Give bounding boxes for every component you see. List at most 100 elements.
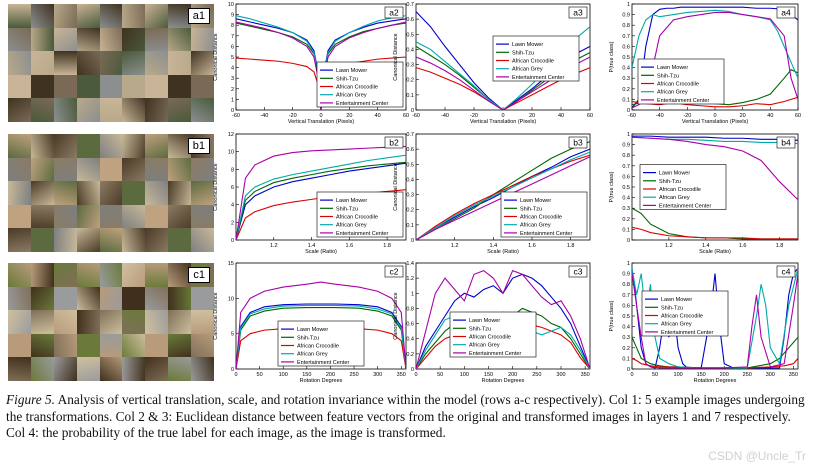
y-tick-label: 0.9 [622,13,630,19]
series-line-african-grey [416,151,590,240]
thumbnail [168,181,192,206]
thumbnail [99,228,123,252]
thumbnail [168,357,192,381]
y-tick-label: 8 [231,23,234,29]
series-line-entertainment-center [236,281,406,369]
y-tick-label: 9 [231,13,234,19]
x-axis-label: Scale (Ratio) [305,249,337,255]
thumbnail [122,310,146,335]
thumbnail [30,181,55,206]
legend-label: African Grey [659,195,690,201]
thumbnail [8,228,32,252]
panel-tag: a4 [781,8,791,18]
thumbnail [168,310,192,335]
series-line-lawn-mower [632,267,798,369]
y-tick-label: 0.2 [406,208,414,214]
x-tick-label: 60 [403,113,409,119]
y-tick-label: 0.2 [406,78,414,84]
x-tick-label: 40 [558,113,564,119]
thumbnail [76,204,101,229]
y-tick-label: 0.4 [622,325,630,331]
panel-tag: b2 [389,138,399,148]
panel-tag: c3 [574,267,583,277]
y-tick-label: 5 [231,55,234,61]
x-axis-label: Scale (Ratio) [699,249,731,255]
x-tick-label: 350 [581,372,590,378]
panel-tag-box [384,265,404,278]
thumbnail [99,74,123,99]
thumbnail [122,51,146,76]
y-axis-label: P(true class) [609,41,615,72]
thumbnail [30,263,55,288]
y-tick-label: 0.2 [622,346,630,352]
thumbnail [53,4,78,29]
panel-tag: a2 [389,8,399,18]
x-tick-label: 0 [713,113,716,119]
panel-tag-box [776,265,796,278]
legend-label: African Grey [297,352,328,358]
thumbnail [168,27,192,52]
legend-label: Shih-Tzu [469,326,491,332]
legend-label: Entertainment Center [659,203,711,209]
x-tick-label: 100 [674,372,683,378]
y-tick-label: 0.6 [622,44,630,50]
y-tick-label: 7 [231,34,234,40]
legend-label: Lawn Mower [336,68,367,74]
x-tick-label: 60 [795,113,801,119]
series-line-lawn-mower [236,303,406,369]
thumbnail [191,181,214,206]
thumbnail [76,51,101,76]
y-tick-label: 0.1 [406,223,414,229]
x-tick-label: 150 [302,372,311,378]
x-axis-label: Vertical Translation (Pixels) [470,119,536,125]
x-tick-label: 350 [397,372,406,378]
thumbnail [99,310,123,335]
y-tick-label: 0.3 [406,63,414,69]
y-tick-label: 0.5 [406,32,414,38]
x-tick-label: 100 [460,372,469,378]
thumbnail [53,134,78,159]
legend-label: African Crocodile [336,215,378,221]
legend-label: Lawn Mower [512,42,543,48]
x-axis-label: Rotation Degrees [300,378,343,384]
x-tick-label: -40 [260,113,268,119]
series-line-entertainment-center [236,21,406,110]
x-tick-label: 1.2 [665,243,673,249]
thumbnail [53,181,78,206]
legend-label: African Crocodile [512,59,554,65]
thumbnail [145,51,169,76]
x-tick-label: -40 [656,113,664,119]
thumbnail [76,263,101,288]
legend-label: Entertainment Center [297,360,349,366]
y-axis-label: Canonical Distance [213,163,219,210]
thumbnail [76,333,101,358]
thumbnail [30,286,55,311]
series-line-african-crocodile [632,96,798,108]
x-tick-label: 200 [720,372,729,378]
chart-c4: 0 0.1 0.2 0.3 0.4 0.5 0.6 0.7 0.8 0.9 1 0 50 100 150 20… [609,261,799,384]
x-axis-label: Rotation Degrees [694,378,737,384]
series-line-african-grey [236,304,406,369]
y-tick-label: 0.4 [406,177,414,183]
x-tick-label: 1.8 [567,243,575,249]
y-tick-label: 0.2 [622,217,630,223]
x-axis-label: Vertical Translation (Pixels) [288,119,354,125]
y-tick-label: 10 [228,150,234,156]
legend-label: Shih-Tzu [520,206,542,212]
thumbnail [8,333,32,358]
panel-tag: c2 [390,267,399,277]
y-tick-label: 0.9 [622,272,630,278]
thumbnail [99,204,123,229]
thumbnail [168,263,192,288]
x-tick-label: 0 [414,372,417,378]
legend-label: African Grey [336,223,367,229]
legend-label: Shih-Tzu [661,305,683,311]
legend: Lawn Mower Shih-Tzu African Crocodile Afric… [492,35,580,82]
thumbnail [53,98,78,122]
panel-tag-box [384,136,404,149]
legend-label: African Grey [661,322,692,328]
x-tick-label: 1.4 [702,243,710,249]
y-axis-label: Canonical Distance [393,163,399,210]
chart-a4: 0 0.1 0.2 0.3 0.4 0.5 0.6 0.7 0.8 0.9 1 -60 -40 -20 0 2… [609,2,801,125]
thumbnail [99,27,123,52]
